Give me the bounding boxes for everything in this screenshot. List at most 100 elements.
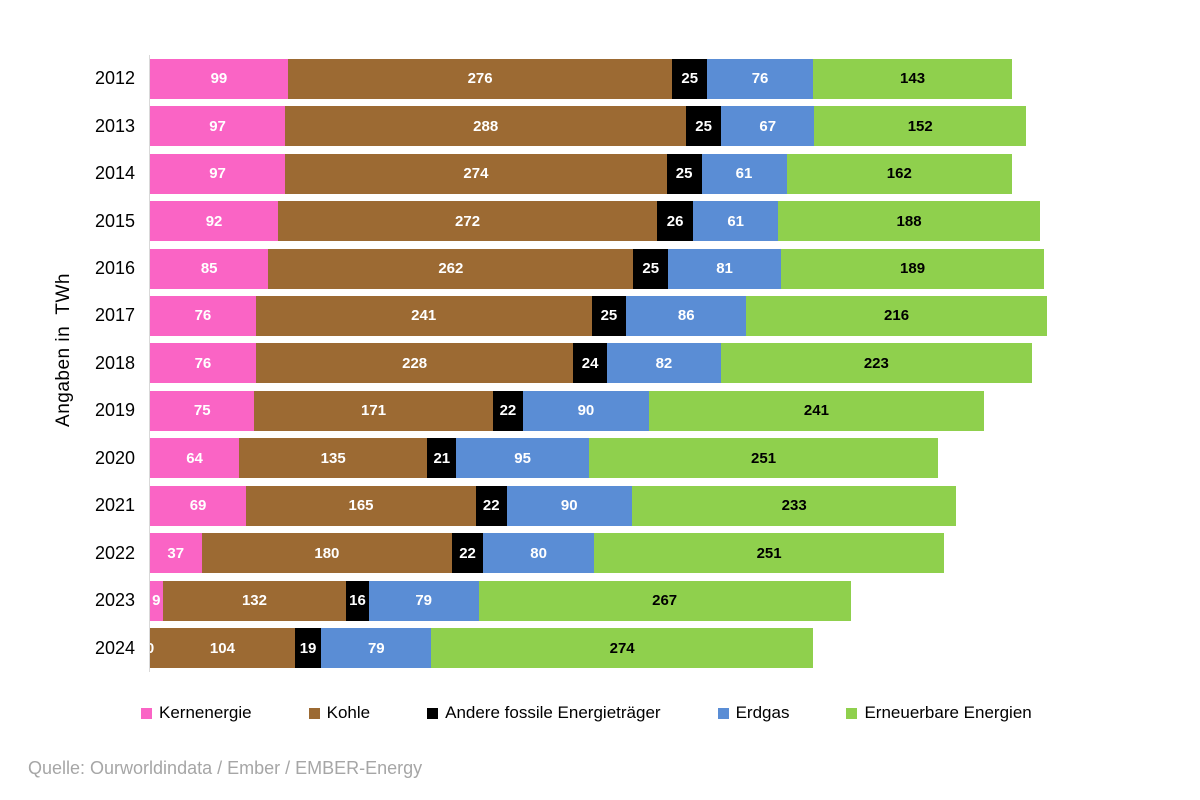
legend-label: Erneuerbare Energien bbox=[864, 703, 1032, 722]
bar-value-label: 188 bbox=[896, 212, 922, 230]
bar-segment: 99 bbox=[150, 58, 288, 99]
stacked-bar: 69 165 22 90 233 bbox=[150, 485, 1200, 526]
bar-segment: 67 bbox=[721, 106, 815, 147]
bar-segment: 135 bbox=[239, 438, 428, 479]
bar-segment: 152 bbox=[814, 106, 1027, 147]
bar-segment: 132 bbox=[162, 580, 347, 621]
chart-row: 2024 0 104 19 79 274 bbox=[0, 624, 1200, 671]
bar-value-label: 24 bbox=[581, 354, 599, 372]
bar-value-label: 25 bbox=[642, 260, 660, 278]
bar-segment: 25 bbox=[672, 58, 708, 99]
bar-value-label: 97 bbox=[209, 117, 226, 135]
bar-segment: 61 bbox=[693, 201, 779, 242]
bar-chart-plot-area: 2012 99 276 25 76 143 2013 97 288 25 67 152 2014 97 27… bbox=[0, 55, 1200, 672]
bar-segment: 274 bbox=[431, 628, 813, 669]
bar-value-label: 21 bbox=[433, 449, 451, 467]
bar-value-label: 180 bbox=[314, 544, 340, 562]
year-tick-label: 2021 bbox=[94, 495, 135, 516]
bar-value-label: 276 bbox=[467, 70, 493, 88]
legend-swatch-icon bbox=[846, 707, 858, 719]
bar-value-label: 90 bbox=[577, 402, 595, 420]
y-axis-line bbox=[149, 55, 150, 672]
legend-item: Kohle bbox=[308, 703, 371, 723]
bar-value-label: 61 bbox=[735, 165, 753, 183]
chart-row: 2017 76 241 25 86 216 bbox=[0, 292, 1200, 339]
bar-value-label: 86 bbox=[677, 307, 695, 325]
legend-label: Kohle bbox=[326, 703, 371, 722]
chart-row: 2023 9 132 16 79 267 bbox=[0, 577, 1200, 624]
bar-value-label: 67 bbox=[759, 117, 777, 135]
legend-swatch-icon bbox=[308, 707, 320, 719]
bar-value-label: 25 bbox=[695, 117, 712, 135]
bar-value-label: 81 bbox=[716, 260, 733, 278]
bar-value-label: 79 bbox=[367, 639, 385, 657]
bar-segment: 26 bbox=[656, 201, 694, 242]
bar-segment: 92 bbox=[150, 201, 279, 242]
bar-segment: 79 bbox=[368, 580, 479, 621]
legend-item: Erdgas bbox=[717, 703, 790, 723]
legend-label: Kernenergie bbox=[159, 703, 252, 722]
year-tick-label: 2015 bbox=[94, 210, 135, 231]
bar-value-label: 267 bbox=[652, 592, 678, 610]
bar-segment: 241 bbox=[255, 295, 592, 336]
bar-value-label: 233 bbox=[781, 497, 807, 515]
bar-value-label: 9 bbox=[152, 592, 161, 610]
bar-value-label: 69 bbox=[189, 497, 207, 515]
bar-segment: 180 bbox=[201, 533, 453, 574]
bar-segment: 86 bbox=[626, 295, 747, 336]
stacked-bar: 97 288 25 67 152 bbox=[150, 106, 1200, 147]
bar-value-label: 0 bbox=[150, 640, 154, 657]
bar-segment: 81 bbox=[668, 248, 781, 289]
legend-swatch-icon bbox=[141, 707, 152, 719]
chart-row: 2019 75 171 22 90 241 bbox=[0, 387, 1200, 434]
year-tick-label: 2022 bbox=[94, 542, 135, 563]
bar-value-label: 76 bbox=[751, 70, 769, 88]
bar-segment: 267 bbox=[478, 580, 851, 621]
bar-value-label: 251 bbox=[751, 449, 777, 467]
bar-segment: 97 bbox=[150, 153, 286, 194]
bar-segment: 95 bbox=[456, 438, 589, 479]
bar-segment: 90 bbox=[523, 390, 649, 431]
bar-segment: 251 bbox=[594, 533, 944, 574]
stacked-bar: 37 180 22 80 251 bbox=[150, 533, 1200, 574]
bar-segment: 188 bbox=[778, 201, 1040, 242]
legend-label: Erdgas bbox=[735, 703, 790, 722]
bar-segment: 171 bbox=[254, 390, 493, 431]
bar-segment: 223 bbox=[721, 343, 1032, 384]
bar-segment: 97 bbox=[150, 106, 286, 147]
chart-row: 2012 99 276 25 76 143 bbox=[0, 55, 1200, 102]
bar-value-label: 288 bbox=[473, 117, 499, 135]
legend-item: Andere fossile Energieträger bbox=[427, 703, 661, 723]
bar-value-label: 223 bbox=[863, 354, 889, 372]
stacked-bar: 99 276 25 76 143 bbox=[150, 58, 1200, 99]
bar-segment: 233 bbox=[631, 485, 957, 526]
bar-value-label: 61 bbox=[727, 212, 744, 230]
bar-segment: 262 bbox=[268, 248, 634, 289]
bar-segment: 162 bbox=[786, 153, 1013, 194]
bar-value-label: 216 bbox=[884, 307, 910, 325]
bar-value-label: 228 bbox=[402, 354, 428, 372]
bar-value-label: 165 bbox=[348, 497, 374, 515]
bar-value-label: 22 bbox=[482, 497, 500, 515]
chart-row: 2018 76 228 24 82 223 bbox=[0, 340, 1200, 387]
bar-value-label: 241 bbox=[411, 307, 437, 325]
stacked-bar: 92 272 26 61 188 bbox=[150, 201, 1200, 242]
stacked-bar: 75 171 22 90 241 bbox=[150, 390, 1200, 431]
bar-value-label: 274 bbox=[609, 639, 635, 657]
bar-value-label: 76 bbox=[194, 354, 212, 372]
bar-segment: 241 bbox=[648, 390, 985, 431]
bar-segment: 25 bbox=[686, 106, 722, 147]
year-tick-label: 2014 bbox=[94, 163, 135, 184]
bar-value-label: 251 bbox=[756, 544, 782, 562]
bar-value-label: 79 bbox=[415, 592, 433, 610]
bar-segment: 37 bbox=[150, 533, 202, 574]
bar-value-label: 92 bbox=[205, 212, 223, 230]
bar-segment: 104 bbox=[150, 628, 295, 669]
stacked-bar: 97 274 25 61 162 bbox=[150, 153, 1200, 194]
bar-value-label: 99 bbox=[210, 70, 228, 88]
bar-value-label: 272 bbox=[455, 212, 481, 230]
bar-segment: 76 bbox=[150, 295, 256, 336]
bar-segment: 80 bbox=[482, 533, 595, 574]
bar-value-label: 241 bbox=[803, 402, 829, 420]
bar-segment: 75 bbox=[150, 390, 255, 431]
